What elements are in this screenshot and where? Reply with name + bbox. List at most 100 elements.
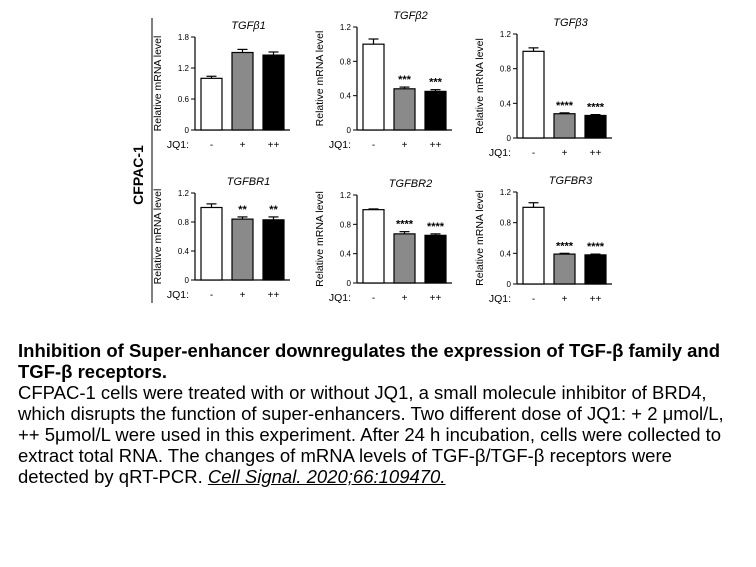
y-tick-label: 1.2 (178, 189, 190, 198)
y-tick-label: 0.8 (500, 219, 512, 228)
significance-label: ** (238, 204, 247, 216)
bar (362, 43, 385, 131)
y-tick-label: 0.4 (500, 99, 512, 108)
bar (424, 90, 447, 131)
significance-label: **** (587, 102, 605, 114)
y-axis-label: Relative mRNA level (152, 189, 164, 285)
significance-label: **** (556, 240, 574, 252)
caption-title: Inhibition of Super-enhancer downregulat… (18, 340, 721, 382)
x-tick-label: + (562, 148, 568, 159)
bar (200, 206, 223, 281)
caption-citation: Cell Signal. 2020;66:109470. (207, 466, 446, 487)
panel-title: TGFBR1 (227, 176, 270, 188)
panel-title: TGFBR2 (389, 178, 432, 190)
bar (584, 114, 607, 139)
panel-title: TGFβ2 (393, 10, 427, 22)
y-axis-label: Relative mRNA level (474, 38, 486, 134)
x-tick-label: - (210, 290, 213, 301)
cell-line-label: CFPAC-1 (130, 145, 146, 205)
y-tick-label: 1.2 (178, 64, 190, 73)
x-axis-label: JQ1: (329, 292, 351, 304)
y-tick-label: 0 (507, 134, 512, 143)
y-tick-label: 0 (507, 280, 512, 289)
x-tick-label: + (562, 294, 568, 305)
bar (200, 77, 223, 131)
bar (393, 88, 416, 131)
y-tick-label: 0.8 (500, 65, 512, 74)
x-axis-label: JQ1: (167, 139, 189, 151)
y-tick-label: 0 (185, 126, 190, 135)
bar (584, 254, 607, 285)
x-tick-label: ++ (590, 148, 602, 159)
y-axis-label: Relative mRNA level (314, 191, 326, 287)
x-tick-label: - (532, 294, 535, 305)
x-tick-label: ++ (430, 293, 442, 304)
y-tick-label: 0.4 (178, 247, 190, 256)
bar (231, 218, 254, 281)
x-tick-label: ++ (430, 140, 442, 151)
x-tick-label: - (372, 293, 375, 304)
y-tick-label: 0.4 (500, 249, 512, 258)
bar (231, 51, 254, 131)
chart-panel: TGFBR1 Relative mRNA level 0 0.4 0.8 1.2 - ** + *… (152, 176, 290, 301)
y-tick-label: 0.8 (340, 57, 352, 66)
y-axis-label: Relative mRNA level (152, 36, 164, 132)
x-tick-label: + (240, 290, 246, 301)
y-axis-label: Relative mRNA level (314, 31, 326, 127)
x-tick-label: - (210, 140, 213, 151)
bar (424, 234, 447, 284)
x-axis-label: JQ1: (489, 293, 511, 305)
chart-panel: TGFβ3 Relative mRNA level 0 0.4 0.8 1.2 - **** +… (474, 17, 612, 159)
chart-panel: TGFβ2 Relative mRNA level 0 0.4 0.8 1.2 - *** + *… (314, 10, 452, 151)
significance-label: *** (398, 74, 412, 86)
caption-body: CFPAC-1 cells were treated with or witho… (18, 382, 748, 487)
y-tick-label: 0.8 (340, 220, 352, 229)
x-tick-label: + (402, 293, 408, 304)
x-axis-label: JQ1: (167, 289, 189, 301)
y-tick-label: 0.4 (340, 250, 352, 259)
y-tick-label: 1.2 (500, 188, 512, 197)
bar (553, 253, 576, 285)
y-tick-label: 0 (185, 276, 190, 285)
x-tick-label: + (402, 140, 408, 151)
significance-label: ** (269, 204, 278, 216)
x-tick-label: - (372, 140, 375, 151)
bar (262, 54, 285, 131)
y-tick-label: 0 (347, 279, 352, 288)
bar (362, 209, 385, 284)
significance-label: **** (556, 100, 574, 112)
significance-label: **** (587, 241, 605, 253)
bar (553, 113, 576, 139)
y-tick-label: 1.2 (340, 23, 352, 32)
significance-label: *** (429, 77, 443, 89)
figure-caption: Inhibition of Super-enhancer downregulat… (18, 340, 748, 487)
chart-panel: TGFBR3 Relative mRNA level 0 0.4 0.8 1.2 - ****… (474, 175, 612, 305)
y-axis-label: Relative mRNA level (474, 190, 486, 286)
panel-title: TGFβ3 (553, 17, 588, 29)
y-tick-label: 1.2 (340, 191, 352, 200)
panel-title: TGFβ1 (231, 20, 265, 32)
y-tick-label: 0.8 (178, 218, 190, 227)
bar (522, 50, 545, 139)
y-tick-label: 0 (347, 126, 352, 135)
x-tick-label: - (532, 148, 535, 159)
x-tick-label: + (240, 140, 246, 151)
y-tick-label: 1.8 (178, 33, 190, 42)
chart-panel: TGFBR2 Relative mRNA level 0 0.4 0.8 1.2 - ****… (314, 178, 452, 304)
figure-panels: CFPAC-1 TGFβ1 Relative mRNA level 0 0.6 1.2 1… (130, 10, 612, 305)
x-tick-label: ++ (590, 294, 602, 305)
y-tick-label: 0.4 (340, 92, 352, 101)
bar (393, 233, 416, 284)
significance-label: **** (396, 219, 414, 231)
panel-title: TGFBR3 (549, 175, 593, 187)
x-tick-label: ++ (268, 140, 280, 151)
y-tick-label: 0.6 (178, 95, 190, 104)
x-axis-label: JQ1: (489, 147, 511, 159)
y-tick-label: 1.2 (500, 30, 512, 39)
bar (522, 206, 545, 285)
x-axis-label: JQ1: (329, 139, 351, 151)
caption-body-text: CFPAC-1 cells were treated with or witho… (18, 382, 724, 487)
bar (262, 219, 285, 281)
significance-label: **** (427, 221, 445, 233)
